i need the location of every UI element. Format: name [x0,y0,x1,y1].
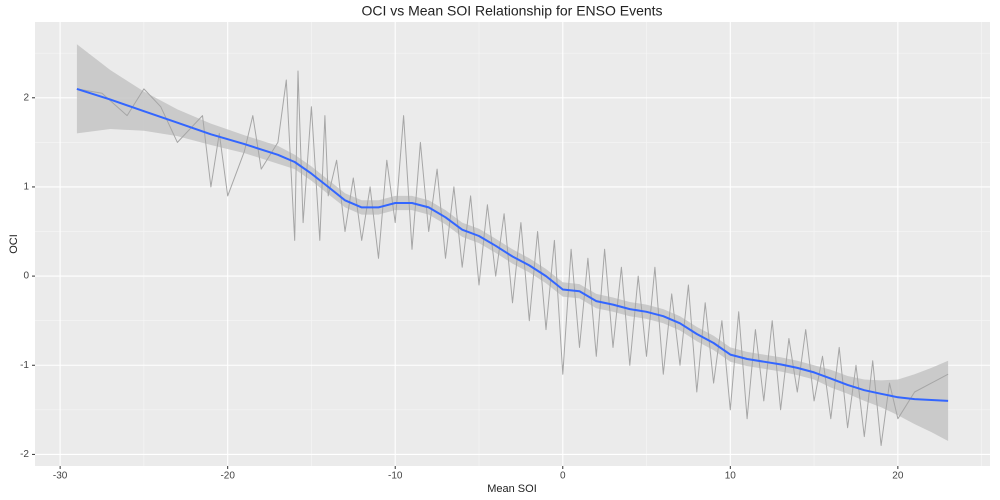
y-tick-label: 1 [23,182,29,193]
x-tick-label: -10 [388,471,403,482]
smooth-line [76,87,949,402]
y-tick-label: -1 [20,360,29,371]
chart-title: OCI vs Mean SOI Relationship for ENSO Ev… [361,3,662,19]
x-tick-label: 10 [725,471,737,482]
x-tick-label: -20 [220,471,235,482]
y-tick-label: 2 [23,92,29,103]
y-tick-label: 0 [23,271,29,282]
x-tick-label: -30 [53,471,68,482]
y-axis-label: OCI [8,234,20,254]
plot-panel [35,22,990,466]
x-axis-label: Mean SOI [487,483,537,495]
x-tick-label: 0 [560,471,566,482]
x-tick-label: 20 [892,471,904,482]
data-line [76,70,949,446]
y-tick-label: -2 [20,449,29,460]
